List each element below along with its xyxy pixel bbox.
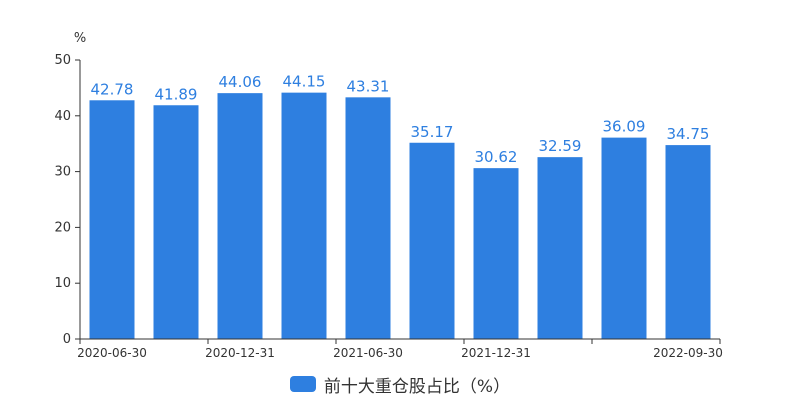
data-label: 36.09: [603, 118, 646, 136]
bar: [409, 142, 455, 339]
data-label: 30.62: [475, 148, 518, 166]
x-tick-label: 2021-12-31: [461, 346, 531, 360]
legend[interactable]: 前十大重仓股占比（%）: [0, 372, 800, 397]
y-tick-label: 30: [54, 165, 71, 180]
y-tick-label: 20: [54, 220, 71, 235]
data-label: 42.78: [91, 80, 134, 98]
data-label: 35.17: [411, 123, 454, 141]
bar: [281, 92, 327, 339]
bar: [345, 97, 391, 339]
bar: [537, 157, 583, 339]
bar: [89, 100, 135, 339]
x-tick-label: 2022-09-30: [653, 346, 723, 360]
bar-chart: % 0 10 20 30 40 50 42.78 41.89 44.06 44.15 43.31 35…: [54, 31, 722, 360]
data-label: 43.31: [347, 77, 390, 95]
y-tick-label: 0: [63, 332, 71, 347]
y-tick-label: 10: [54, 276, 71, 291]
y-tick-label: 50: [54, 53, 71, 68]
y-tick-label: 40: [54, 109, 71, 124]
bar: [473, 168, 519, 339]
legend-swatch: [289, 376, 316, 392]
legend-label: 前十大重仓股占比（%）: [323, 376, 511, 397]
bar: [217, 93, 263, 339]
bar: [601, 137, 647, 339]
data-label: 34.75: [667, 125, 710, 143]
data-label: 41.89: [155, 85, 198, 103]
bar: [153, 105, 199, 339]
data-label: 44.15: [283, 73, 326, 91]
bar: [665, 145, 711, 339]
data-label: 44.06: [219, 73, 262, 91]
plot-area: 0 10 20 30 40 50 42.78 41.89 44.06 44.15 43.31 35.1…: [54, 53, 722, 360]
y-axis-unit-label: %: [74, 31, 86, 46]
x-tick-label: 2021-06-30: [333, 346, 403, 360]
x-tick-label: 2020-12-31: [205, 346, 275, 360]
x-tick-label: 2020-06-30: [77, 346, 147, 360]
data-label: 32.59: [539, 137, 582, 155]
